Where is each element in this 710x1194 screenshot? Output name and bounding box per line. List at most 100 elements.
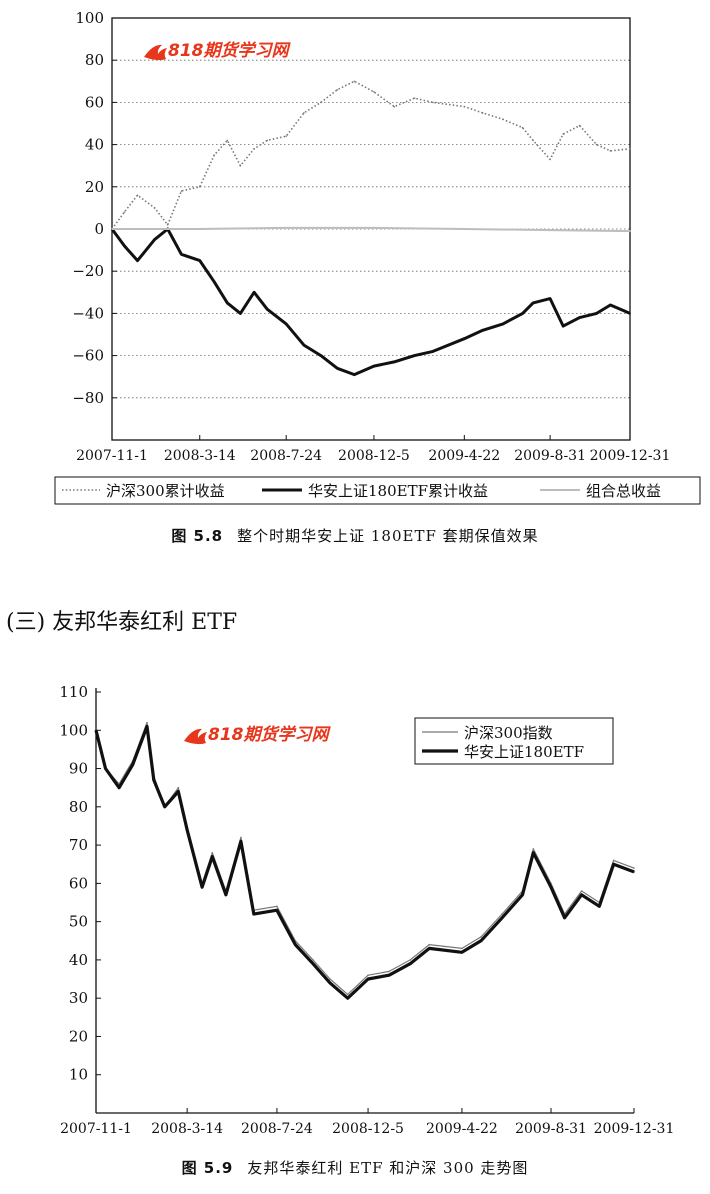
series-1-point	[633, 871, 635, 873]
legend-label: 沪深300累计收益	[106, 482, 225, 500]
series-line-1	[94, 724, 635, 1000]
series-line-0	[111, 80, 631, 230]
series-0-point	[481, 112, 484, 114]
watermark-logo-text: 818期货学习网	[168, 41, 291, 61]
series-1-point	[211, 855, 214, 858]
y-tick-label: 0	[94, 220, 104, 238]
series-0-point	[521, 126, 524, 129]
figure-title: 整个时期华安上证 180ETF 套期保值效果	[237, 527, 539, 545]
series-1-point	[146, 725, 148, 728]
series-0-point	[432, 101, 434, 104]
y-tick-label: −80	[72, 389, 104, 407]
series-0-point	[177, 786, 180, 789]
series-0-point	[136, 194, 139, 197]
series-1-point	[463, 337, 466, 340]
series-1-point	[521, 312, 524, 315]
figure-label: 图 5.8	[171, 527, 224, 545]
series-1-point	[532, 851, 535, 854]
series-0-point	[562, 133, 565, 135]
series-0-point	[213, 154, 215, 156]
series-1-point	[239, 312, 242, 315]
y-tick-label: −60	[72, 347, 104, 365]
x-tick-label: 2008-12-5	[332, 1121, 404, 1137]
figure-label: 图 5.9	[181, 1159, 234, 1177]
figure-title: 友邦华泰红利 ETF 和沪深 300 走势图	[247, 1159, 529, 1177]
series-1-point	[131, 763, 134, 766]
series-1-point	[549, 297, 551, 300]
series-1-point	[521, 894, 524, 896]
series-0-point	[501, 913, 503, 915]
series-0-point	[146, 721, 148, 724]
x-tick-label: 2009-4-22	[426, 1121, 498, 1137]
series-2-point	[463, 228, 466, 230]
series-0-point	[612, 859, 615, 862]
series-1-point	[428, 947, 431, 950]
watermark-logo-text: 818期货学习网	[208, 725, 331, 745]
flame-logo-icon	[184, 728, 207, 745]
series-line-1	[110, 227, 631, 377]
series-1-point	[118, 786, 120, 789]
series-0-point	[320, 101, 322, 104]
series-0-point	[166, 223, 169, 226]
series-0-point	[303, 112, 305, 114]
series-1-point	[153, 779, 155, 781]
chart1-series	[110, 80, 631, 377]
x-tick-label: 2008-7-24	[241, 1121, 313, 1137]
x-tick-label: 2008-3-14	[164, 448, 236, 464]
x-tick-label: 2008-12-5	[338, 448, 410, 464]
figure-caption-5-9: 图 5.9 友邦华泰红利 ETF 和沪深 300 走势图	[0, 1157, 710, 1178]
watermark-logo-bottom: 818期货学习网	[184, 725, 331, 745]
series-1-point	[480, 939, 482, 942]
series-0-point	[123, 211, 126, 213]
x-tick-label: 2009-12-31	[590, 448, 671, 464]
y-tick-label: 100	[59, 721, 88, 739]
series-1-point	[481, 329, 484, 332]
series-1-point	[123, 245, 126, 247]
chart2-y-axis: 110 100 90 80 70 60 50 40 30 20 10	[59, 683, 101, 1084]
series-1-point	[346, 997, 349, 999]
series-1-point	[180, 253, 183, 256]
series-0-point	[266, 139, 269, 142]
series-0-point	[346, 993, 349, 996]
series-1-point	[388, 974, 390, 977]
series-1-point	[252, 913, 255, 915]
series-1-point	[580, 894, 583, 896]
series-0-point	[353, 80, 356, 83]
series-1-point	[598, 905, 601, 908]
y-tick-label: −20	[72, 262, 104, 280]
series-1-point	[336, 367, 339, 370]
series-0-point	[633, 867, 635, 869]
series-1-point	[276, 909, 278, 911]
series-1-point	[578, 316, 581, 319]
series-line-2	[112, 226, 631, 233]
series-1-point	[225, 894, 227, 896]
y-tick-label: 50	[69, 913, 88, 931]
series-1-point	[95, 729, 97, 732]
series-0-point	[240, 836, 242, 839]
y-tick-label: 80	[85, 51, 104, 69]
section-heading: (三) 友邦华泰红利 ETF	[6, 610, 238, 635]
series-2-point	[111, 228, 113, 230]
y-tick-label: 40	[85, 136, 104, 154]
series-0-point	[329, 978, 331, 980]
series-1-point	[563, 917, 566, 919]
series-1-point	[177, 790, 180, 793]
series-0-point	[153, 207, 156, 209]
series-0-point	[393, 105, 396, 108]
series-1-point	[213, 280, 215, 283]
legend-label: 华安上证180ETF累计收益	[308, 482, 488, 500]
series-0-point	[629, 148, 631, 150]
series-0-point	[428, 943, 431, 946]
series-0-point	[180, 190, 183, 192]
series-2-point	[285, 227, 287, 229]
legend-label: 沪深300指数	[464, 724, 553, 742]
series-0-point	[549, 158, 551, 161]
series-0-point	[211, 851, 214, 854]
series-1-point	[595, 312, 598, 315]
series-1-point	[501, 917, 503, 919]
series-0-point	[413, 97, 416, 99]
series-1-point	[285, 323, 287, 325]
etf-trend-chart: 110 100 90 80 70 60 50 40 30 20 10 2007-11-1 2008-3…	[59, 683, 674, 1137]
series-1-point	[226, 302, 229, 304]
series-1-point	[253, 291, 255, 294]
